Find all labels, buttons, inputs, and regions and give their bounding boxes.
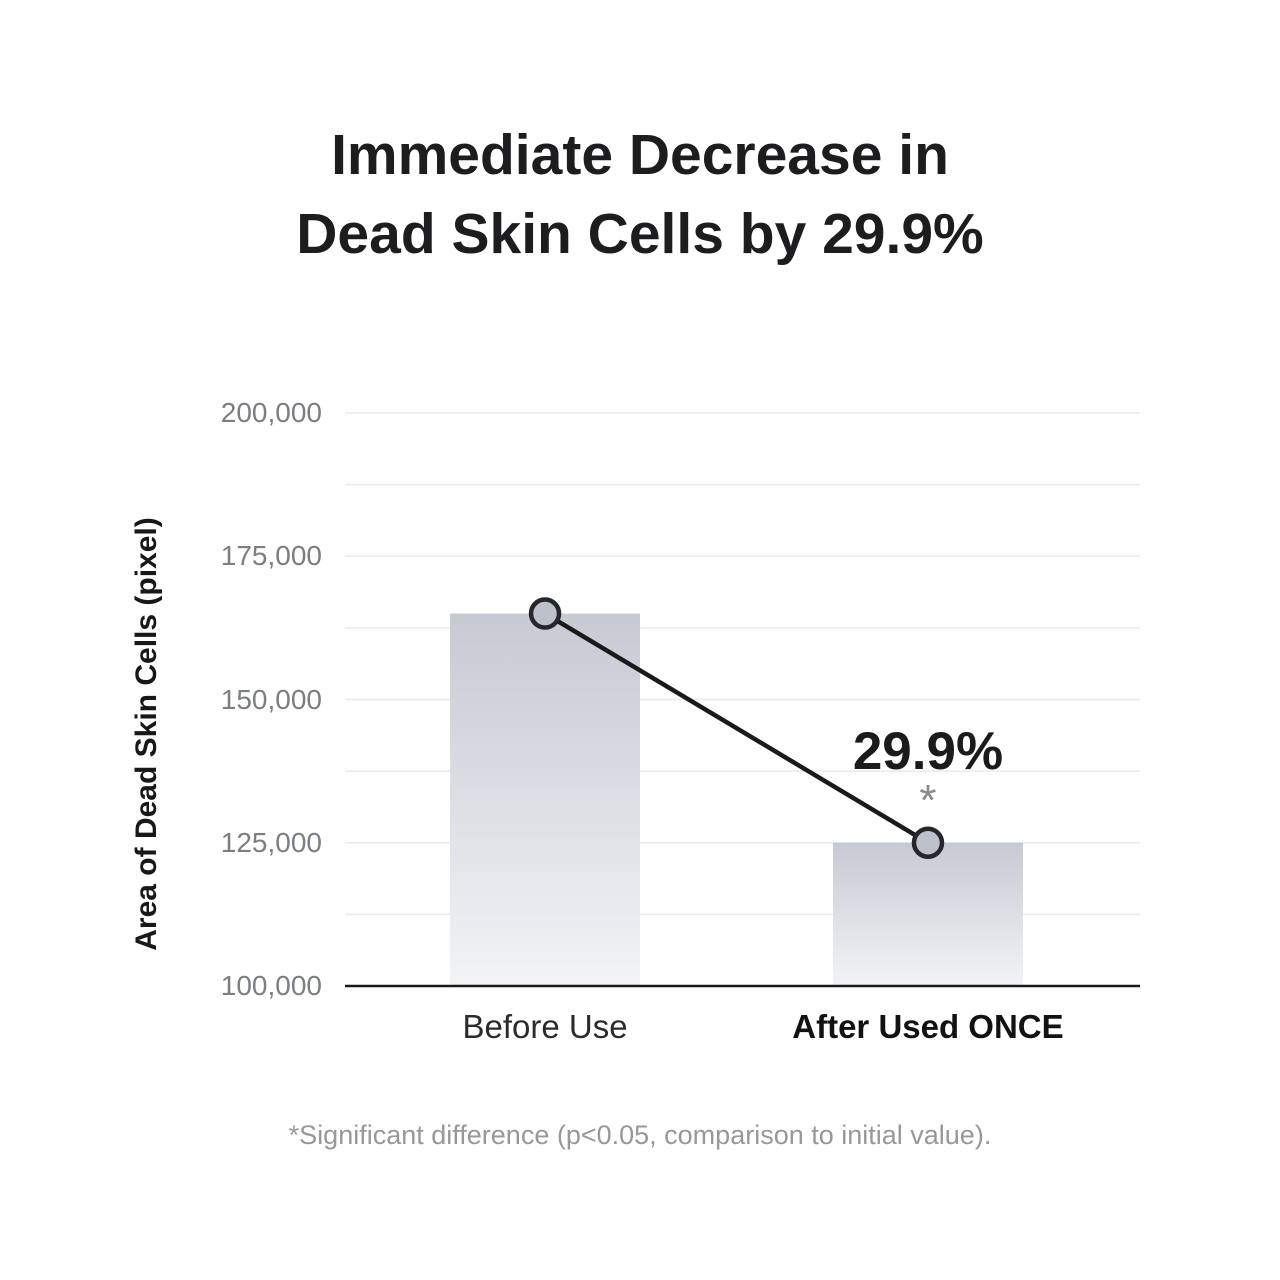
decrease-percent-annotation: 29.9% — [852, 721, 1004, 781]
y-tick-label: 150,000 — [220, 683, 322, 715]
y-tick-label: 125,000 — [220, 826, 322, 858]
chart-title-line2: Dead Skin Cells by 29.9% — [296, 202, 984, 266]
chart-title: Immediate Decrease in Dead Skin Cells by… — [0, 116, 1280, 274]
bar-0 — [450, 613, 641, 985]
trend-line — [542, 611, 931, 845]
x-category-label-after: After Used ONCE — [792, 1008, 1064, 1045]
data-point-marker-0 — [528, 597, 562, 630]
x-category-label-before: Before Use — [462, 1008, 628, 1045]
significance-footnote: *Significant difference (p<0.05, compari… — [288, 1120, 992, 1150]
significance-asterisk: * — [919, 775, 937, 825]
y-tick-label: 200,000 — [220, 397, 322, 428]
y-tick-label: 100,000 — [220, 970, 322, 1001]
data-point-marker-1 — [911, 826, 945, 859]
y-tick-label: 175,000 — [220, 540, 322, 572]
chart-title-line1: Immediate Decrease in — [331, 123, 949, 187]
bar-1 — [832, 842, 1023, 985]
